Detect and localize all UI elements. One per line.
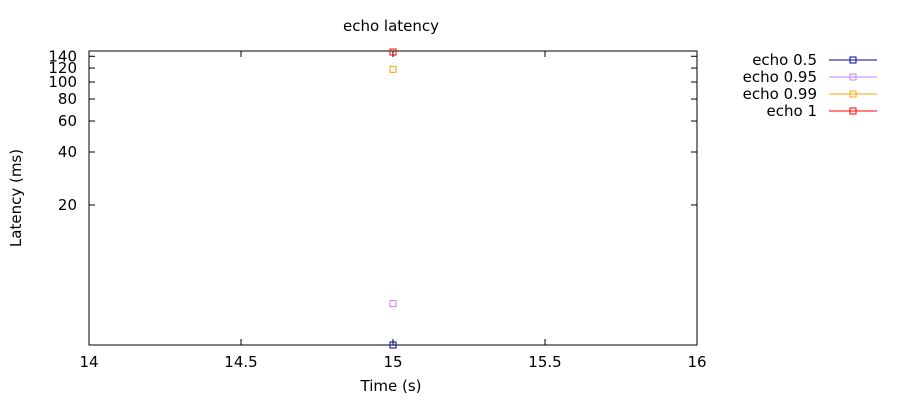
y-tick-label: 40 bbox=[58, 143, 77, 161]
y-tick-label: 20 bbox=[58, 196, 77, 214]
x-tick-label: 14 bbox=[79, 353, 98, 371]
data-point bbox=[389, 65, 397, 73]
legend-marker bbox=[849, 90, 857, 98]
chart-title: echo latency bbox=[343, 17, 439, 35]
y-tick-label: 80 bbox=[58, 90, 77, 108]
legend-label: echo 0.99 bbox=[743, 85, 817, 103]
data-point bbox=[389, 48, 397, 56]
legend-label: echo 0.95 bbox=[743, 68, 817, 86]
x-tick-label: 15 bbox=[383, 353, 402, 371]
legend-marker bbox=[849, 73, 857, 81]
y-tick-label: 120 bbox=[48, 59, 77, 77]
y-tick-label: 60 bbox=[58, 112, 77, 130]
x-tick-label: 16 bbox=[687, 353, 706, 371]
y-axis-label: Latency (ms) bbox=[7, 149, 25, 247]
legend-label: echo 1 bbox=[767, 102, 817, 120]
data-point bbox=[389, 341, 397, 349]
x-axis-label: Time (s) bbox=[360, 377, 422, 395]
data-point bbox=[389, 300, 397, 308]
legend-marker bbox=[849, 56, 857, 64]
x-tick-label: 15.5 bbox=[528, 353, 561, 371]
legend-marker bbox=[849, 107, 857, 115]
legend-label: echo 0.5 bbox=[752, 51, 817, 69]
y-tick-label: 140 bbox=[48, 47, 77, 65]
x-tick-label: 14.5 bbox=[224, 353, 257, 371]
points-layer bbox=[389, 48, 397, 349]
y-tick-label: 100 bbox=[48, 73, 77, 91]
